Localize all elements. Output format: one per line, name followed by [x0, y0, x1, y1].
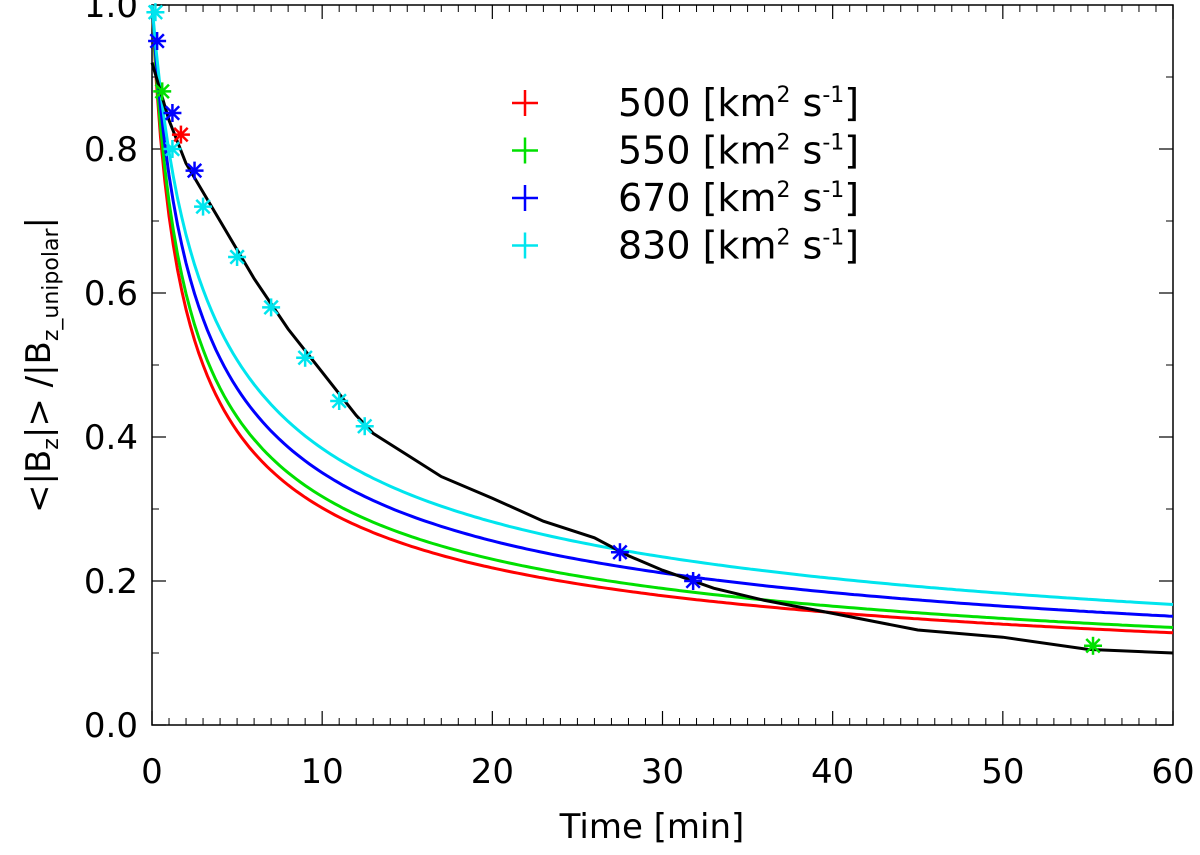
fit-marker-830: [262, 298, 281, 317]
x-tick-label: 20: [471, 752, 514, 792]
fit-marker-830: [330, 392, 349, 410]
legend-label-500: 500 [km2 s-1]: [618, 81, 859, 125]
model-curves: [150, 4, 1174, 635]
fit-marker-550: [1084, 636, 1103, 655]
x-tick-label: 0: [141, 752, 163, 792]
fit-marker-500: [171, 125, 190, 144]
x-tick-label: 40: [811, 752, 854, 792]
y-tick-label: 0.8: [84, 130, 138, 170]
fit-marker-670: [185, 161, 204, 180]
fit-marker-550: [153, 82, 172, 101]
legend-item-550: 550 [km2 s-1]: [512, 129, 859, 173]
model-curve-550: [150, 4, 1174, 629]
model-curve-830: [150, 4, 1174, 606]
x-tick-label: 60: [1151, 752, 1194, 792]
fit-marker-830: [194, 197, 213, 216]
x-axis-label: Time [min]: [559, 807, 745, 847]
observed-line: [150, 62, 1174, 655]
x-tick-label: 30: [641, 752, 684, 792]
legend-item-830: 830 [km2 s-1]: [512, 224, 859, 268]
model-curve-670: [150, 4, 1174, 618]
fit-marker-670: [684, 572, 703, 590]
legend-item-670: 670 [km2 s-1]: [512, 176, 859, 220]
observed-curve: [150, 62, 1174, 655]
y-tick-label: 0.0: [84, 706, 138, 746]
y-tick-label: 0.2: [84, 562, 138, 602]
legend: 500 [km2 s-1]550 [km2 s-1]670 [km2 s-1]8…: [512, 81, 859, 268]
y-tick-label: 0.4: [84, 418, 138, 458]
y-axis-label-part2: |> /|B: [19, 341, 59, 438]
y-axis-label-sub1: z: [39, 438, 64, 450]
y-axis-label-part1: <|B: [19, 450, 59, 513]
fit-marker-830: [355, 417, 374, 436]
x-tick-label: 10: [301, 752, 344, 792]
model-curve-500: [150, 4, 1174, 635]
fit-marker-830: [228, 248, 247, 266]
fit-marker-830: [163, 140, 182, 158]
fit-marker-670: [148, 32, 167, 50]
legend-label-830: 830 [km2 s-1]: [618, 224, 859, 268]
fit-marker-670: [610, 543, 629, 562]
fit-marker-830: [146, 3, 165, 22]
fit-marker-670: [163, 104, 182, 122]
legend-label-550: 550 [km2 s-1]: [618, 129, 859, 173]
fit-marker-830: [296, 348, 315, 367]
axis-ticks: 0 10 20 30 40 50 60 0.0 0.2 0.4 0.6 0.8 1.0: [84, 0, 1195, 792]
y-axis-label-part3: |: [19, 217, 59, 228]
y-tick-label: 0.6: [84, 274, 138, 314]
x-tick-label: 50: [981, 752, 1024, 792]
y-axis-label: <|Bz|> /|Bz_unipolar|: [19, 217, 64, 513]
legend-item-500: 500 [km2 s-1]: [512, 81, 859, 125]
y-axis-label-sub2: z_unipolar: [39, 228, 64, 342]
y-tick-label: 1.0: [84, 0, 138, 26]
legend-label-670: 670 [km2 s-1]: [618, 176, 859, 220]
fit-markers: [146, 3, 1103, 655]
